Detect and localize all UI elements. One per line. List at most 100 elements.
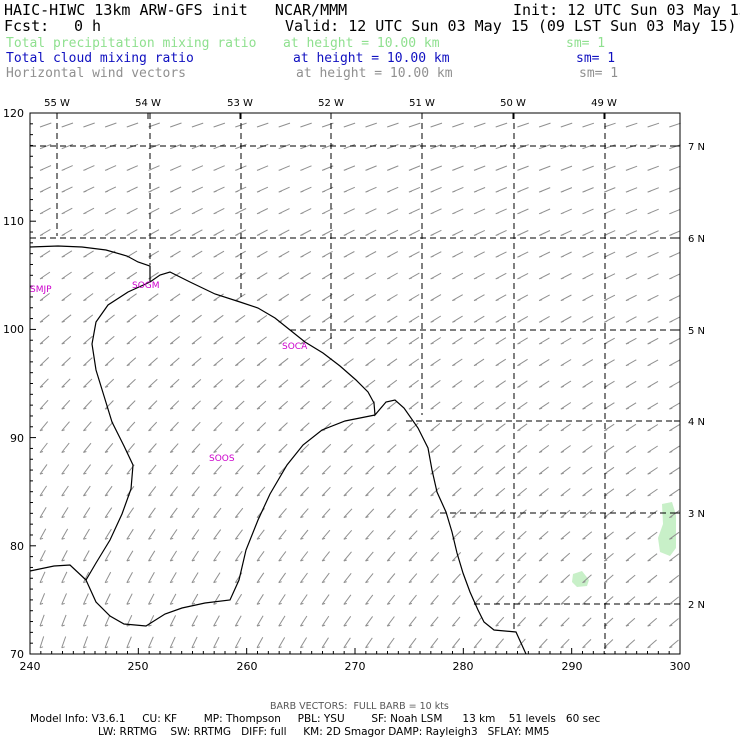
y-tick-120: 120 <box>3 107 24 120</box>
wind-barb <box>278 422 288 432</box>
wind-barb <box>83 442 92 453</box>
wind-barb <box>300 529 309 540</box>
wind-barb <box>300 272 311 280</box>
wind-barb <box>39 464 48 475</box>
wind-barb <box>321 208 334 215</box>
wind-barb <box>452 208 464 215</box>
wind-barb <box>430 315 442 323</box>
wind-barb <box>538 122 551 128</box>
wind-barb <box>126 528 134 540</box>
wind-barb <box>299 572 308 584</box>
wind-barb <box>104 122 117 128</box>
wind-barb <box>647 294 659 302</box>
wind-barb <box>538 638 548 649</box>
wind-barb <box>61 636 67 649</box>
wind-barb <box>669 488 680 497</box>
wind-barb <box>235 229 247 236</box>
wind-barb <box>83 207 95 215</box>
wind-barb <box>234 357 245 367</box>
wind-barb <box>603 402 615 410</box>
wind-barb <box>582 294 594 302</box>
field-precip-name: Total precipitation mixing ratio <box>6 36 257 51</box>
wind-barb <box>256 594 264 605</box>
wind-barb <box>473 444 484 453</box>
y-tick-100: 100 <box>3 323 24 336</box>
wind-barb <box>321 401 332 410</box>
wind-barb <box>517 272 529 280</box>
wind-barb <box>430 594 439 605</box>
field-precip-height: at height = 10.00 km <box>283 36 440 51</box>
wind-barb <box>148 421 158 432</box>
wind-barb <box>300 144 312 150</box>
wind-barb <box>148 165 160 171</box>
wind-barb <box>278 594 286 605</box>
wind-barb <box>669 553 680 562</box>
wind-barb <box>191 143 204 150</box>
lat-label-2n: 2 N <box>688 600 705 611</box>
wind-barb <box>256 122 269 128</box>
wind-barb <box>191 486 200 497</box>
wind-barb <box>582 445 593 453</box>
field-wind-sm: sm= 1 <box>579 66 619 81</box>
wind-barb <box>582 337 594 345</box>
wind-barb <box>365 444 375 453</box>
wind-barb <box>430 165 442 171</box>
wind-barb <box>256 250 268 258</box>
fcst-label: Fcst: <box>4 17 50 35</box>
wind-barb <box>169 271 181 280</box>
wind-barb <box>321 615 330 627</box>
wind-barb <box>256 465 266 475</box>
wind-barb <box>61 122 74 128</box>
wind-barb <box>495 444 506 453</box>
wind-barb <box>321 250 333 258</box>
wind-barb <box>408 616 417 627</box>
wind-barb <box>430 637 439 649</box>
wind-barb <box>365 293 377 302</box>
wind-barb <box>408 487 418 497</box>
wind-barb <box>191 293 203 302</box>
wind-barb <box>582 509 593 519</box>
wind-barb <box>278 272 290 280</box>
wind-barb <box>126 229 138 236</box>
wind-barb <box>126 443 135 453</box>
wind-barb <box>234 422 245 432</box>
wind-barb <box>104 271 116 280</box>
wind-barb <box>582 617 592 627</box>
wind-barb <box>603 531 614 540</box>
wind-barb <box>235 293 246 302</box>
wind-barb <box>39 314 50 323</box>
wind-barb <box>256 336 267 345</box>
wind-barb <box>343 529 353 540</box>
wind-barb <box>517 380 528 388</box>
wind-barb <box>61 507 69 519</box>
wind-barb <box>213 572 221 584</box>
wind-barb <box>278 143 291 150</box>
precip-patches <box>572 502 676 587</box>
x-tick-260: 260 <box>237 660 258 673</box>
wind-barb <box>560 402 572 410</box>
wind-barb <box>191 207 203 215</box>
wind-barb <box>213 122 226 128</box>
wind-barb <box>365 144 377 150</box>
wind-barb <box>669 424 680 432</box>
wind-barb <box>170 165 182 171</box>
wind-barb <box>256 572 265 584</box>
wind-barb <box>538 574 549 584</box>
wind-barb <box>104 186 117 193</box>
wind-barb <box>625 230 638 236</box>
wind-barb <box>191 336 202 345</box>
wind-barb <box>104 614 111 627</box>
wind-barb <box>169 615 177 627</box>
wind-barb <box>148 636 154 649</box>
wind-barb <box>560 552 571 562</box>
wind-barb <box>495 165 508 171</box>
wind-barb <box>61 571 68 584</box>
wind-barb <box>104 165 117 171</box>
wind-barb <box>191 464 201 475</box>
wind-barb <box>82 593 89 605</box>
wind-barb <box>517 144 529 150</box>
wind-barb <box>256 400 267 410</box>
wind-barb <box>473 229 486 236</box>
wind-barb <box>213 464 222 475</box>
wind-barb <box>538 294 550 302</box>
